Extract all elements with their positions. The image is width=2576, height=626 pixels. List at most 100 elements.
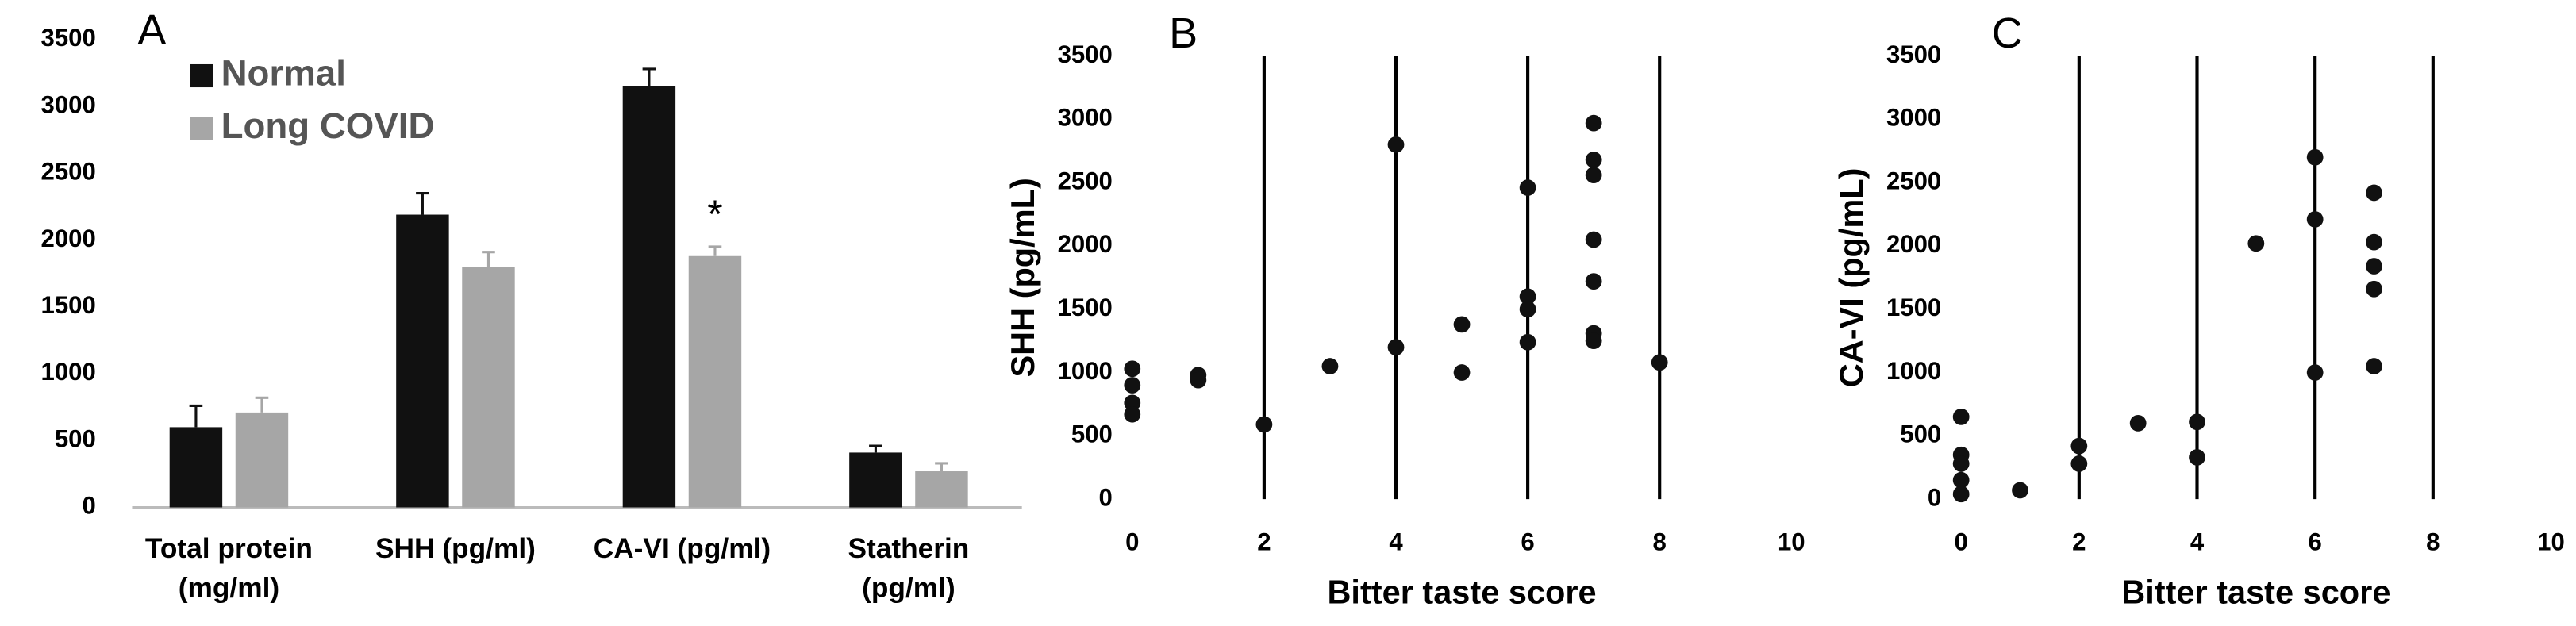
y-tick-label: 500 — [1900, 421, 1941, 448]
point — [1585, 332, 1602, 350]
point — [1255, 416, 1273, 433]
point — [1453, 316, 1471, 333]
y-tick-label: 1500 — [41, 291, 96, 319]
point — [2366, 280, 2382, 298]
point — [2129, 414, 2147, 432]
y-tick-label: 0 — [82, 492, 95, 520]
point — [2306, 148, 2324, 166]
point — [1124, 360, 1141, 378]
point — [2070, 455, 2088, 472]
point — [1952, 455, 1970, 472]
point — [1190, 371, 1207, 389]
y-tick-label: 1000 — [1058, 357, 1113, 385]
x-tick-label: Statherin — [848, 533, 969, 564]
point — [2189, 413, 2205, 431]
y-tick-label: 2000 — [1886, 230, 1941, 258]
x-tick-label: 6 — [2309, 528, 2322, 555]
point — [1519, 301, 1536, 318]
point — [1952, 471, 1970, 489]
legend-label: Long COVID — [221, 106, 435, 146]
point — [1952, 486, 1970, 503]
x-tick-label: 4 — [1389, 528, 1403, 555]
point — [1651, 354, 1668, 371]
bar — [169, 427, 223, 508]
error-bar — [482, 251, 495, 267]
x-tick-label: 10 — [1778, 528, 1805, 555]
point — [2070, 437, 2088, 455]
y-tick-label: 1000 — [1886, 357, 1941, 385]
point — [2366, 258, 2382, 275]
point — [2366, 233, 2382, 251]
y-tick-label: 0 — [1928, 483, 1941, 511]
y-tick-label: 1000 — [41, 358, 96, 386]
x-tick-label: 0 — [1125, 528, 1139, 555]
error-bar — [642, 67, 656, 86]
x-tick-label: 0 — [1955, 528, 1968, 555]
bar — [462, 267, 515, 508]
y-tick-label: 3000 — [41, 90, 96, 118]
legend-swatch — [190, 63, 213, 88]
error-bar — [189, 404, 203, 428]
y-tick-label: 3000 — [1886, 104, 1941, 132]
y-tick-label: 1500 — [1886, 294, 1941, 321]
error-bar — [708, 245, 722, 256]
y-axis-title: SHH (pg/mL) — [1004, 178, 1041, 377]
bar — [235, 412, 289, 508]
panel-label: A — [137, 6, 166, 54]
y-axis-title: CA-VI (pg/mL) — [1832, 167, 1870, 387]
point — [1124, 377, 1141, 394]
point — [1124, 405, 1141, 423]
point — [1585, 231, 1602, 248]
point — [1519, 288, 1536, 305]
x-tick-label: 6 — [1521, 528, 1534, 555]
panel-label: C — [1992, 10, 2023, 57]
bar — [688, 255, 742, 508]
y-tick-label: 500 — [1071, 421, 1113, 448]
y-tick-label: 2500 — [41, 158, 96, 186]
x-tick-label: 2 — [1257, 528, 1271, 555]
point — [2366, 358, 2382, 374]
point — [2306, 364, 2324, 381]
bar — [915, 471, 968, 508]
point — [2247, 235, 2265, 252]
x-tick-label: 8 — [1653, 528, 1667, 555]
point — [2306, 211, 2324, 228]
point — [1585, 273, 1602, 290]
error-bar — [935, 462, 948, 472]
y-tick-label: 2500 — [1886, 167, 1941, 194]
bar — [396, 214, 449, 508]
point — [1519, 333, 1536, 351]
x-tick-label: 2 — [2072, 528, 2086, 555]
legend-swatch — [190, 117, 213, 140]
point — [1387, 339, 1405, 356]
point — [1519, 179, 1536, 196]
x-tick-label: CA-VI (pg/ml) — [594, 533, 771, 564]
point — [2189, 449, 2205, 466]
error-bar — [416, 192, 429, 215]
x-tick-label: Total protein — [145, 533, 313, 564]
bar — [849, 452, 902, 508]
y-tick-label: 3000 — [1058, 104, 1113, 132]
point — [1952, 409, 1970, 425]
x-tick-label: 10 — [2537, 528, 2565, 555]
x-axis-title: Bitter taste score — [1327, 574, 1596, 611]
x-tick-label: (pg/ml) — [862, 573, 955, 604]
annotation: * — [707, 192, 722, 236]
y-tick-label: 500 — [55, 424, 96, 452]
point — [2012, 482, 2028, 499]
point — [1585, 167, 1602, 183]
point — [1585, 114, 1602, 132]
point — [1321, 358, 1339, 374]
bar — [622, 86, 676, 508]
x-tick-label: (mg/ml) — [179, 573, 279, 604]
y-tick-label: 2000 — [41, 225, 96, 252]
legend-label: Normal — [221, 53, 346, 94]
y-tick-label: 0 — [1099, 483, 1113, 511]
panel-label: B — [1169, 10, 1198, 57]
y-tick-label: 2000 — [1058, 230, 1113, 258]
error-bar — [255, 396, 269, 413]
y-tick-label: 2500 — [1058, 167, 1113, 194]
point — [1453, 364, 1471, 381]
